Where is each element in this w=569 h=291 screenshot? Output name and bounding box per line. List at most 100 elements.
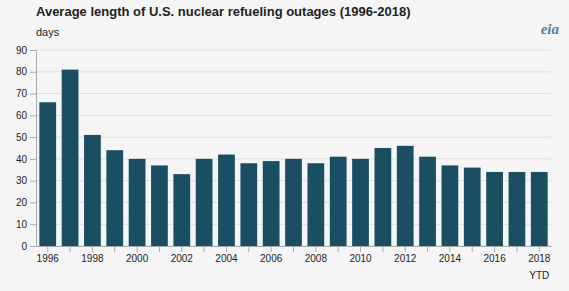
chart-svg: Average length of U.S. nuclear refueling… — [0, 0, 569, 291]
y-tick: 70 — [16, 88, 36, 99]
bar — [509, 172, 526, 246]
x-tick: 1998 — [81, 246, 104, 264]
y-tick-mark — [30, 246, 36, 247]
y-axis: 0 10 20 30 40 50 60 70 80 90 — [16, 45, 37, 252]
y-tick-mark — [30, 72, 36, 73]
x-tick — [293, 246, 294, 252]
x-tick-mark — [449, 246, 450, 252]
x-tick-mark — [315, 246, 316, 252]
y-tick-label: 90 — [16, 45, 28, 56]
x-tick — [472, 246, 473, 252]
x-tick-label: 2008 — [305, 253, 328, 264]
y-tick: 20 — [16, 197, 36, 208]
y-tick: 40 — [16, 154, 36, 165]
x-tick-mark — [472, 246, 473, 252]
x-tick-label: 1998 — [81, 253, 104, 264]
x-tick-mark — [271, 246, 272, 252]
y-tick: 90 — [16, 45, 36, 56]
x-tick-label: 2012 — [394, 253, 417, 264]
x-tick-mark — [405, 246, 406, 252]
x-tick — [70, 246, 71, 252]
y-tick-mark — [30, 181, 36, 182]
bar — [62, 70, 79, 246]
y-tick: 30 — [16, 175, 36, 186]
bar — [464, 168, 481, 246]
title: Average length of U.S. nuclear refueling… — [36, 4, 410, 19]
x-tick-label: 1996 — [37, 253, 60, 264]
y-tick: 50 — [16, 132, 36, 143]
x-tick-label: 2000 — [126, 253, 149, 264]
bar — [39, 102, 56, 246]
y-tick-label: 20 — [16, 197, 28, 208]
x-tick-mark — [226, 246, 227, 252]
grid-line — [36, 71, 551, 72]
y-tick-label: 40 — [16, 154, 28, 165]
x-tick-label: 2004 — [215, 253, 238, 264]
y-tick-label: 50 — [16, 132, 28, 143]
x-tick-label: 2010 — [349, 253, 372, 264]
x-tick-mark — [293, 246, 294, 252]
grid-line — [36, 93, 551, 94]
x-axis: 1996 1998 2000 2002 2004 2006 2008 2010 2012 2014… — [37, 246, 552, 264]
x-tick — [204, 246, 205, 252]
bars-inner — [39, 70, 547, 246]
bar — [173, 174, 190, 246]
x-tick-mark — [382, 246, 383, 252]
y-tick: 0 — [21, 241, 36, 252]
bar — [486, 172, 503, 246]
y-tick-label: 10 — [16, 219, 28, 230]
y-tick-mark — [30, 137, 36, 138]
bar — [240, 163, 257, 246]
x-tick — [338, 246, 339, 252]
bar — [129, 159, 146, 246]
bar — [106, 150, 123, 246]
x-tick: 2000 — [126, 246, 149, 264]
y-tick-mark — [30, 50, 36, 51]
y-tick: 10 — [16, 219, 36, 230]
x-tick: 2006 — [260, 246, 283, 264]
x-tick — [248, 246, 249, 252]
x-tick: 2018 — [528, 246, 551, 264]
x-tick — [516, 246, 517, 252]
logo: eia — [541, 21, 560, 37]
y-tick-label: 30 — [16, 175, 28, 186]
y-tick-mark — [30, 224, 36, 225]
grid — [36, 50, 551, 246]
x-tick-label: 2006 — [260, 253, 283, 264]
bar — [352, 159, 369, 246]
y-tick-label: 60 — [16, 110, 28, 121]
bar — [307, 163, 324, 246]
annotation: YTD — [529, 270, 549, 281]
x-tick-mark — [92, 246, 93, 252]
x-tick-mark — [427, 246, 428, 252]
grid-line — [36, 50, 551, 51]
x-tick-mark — [159, 246, 160, 252]
bar — [263, 161, 280, 246]
bars — [39, 70, 547, 246]
y-axis-line — [36, 51, 37, 247]
x-tick-mark — [114, 246, 115, 252]
x-tick-mark — [181, 246, 182, 252]
x-tick — [114, 246, 115, 252]
y-tick-mark — [30, 115, 36, 116]
x-tick-label: 2014 — [439, 253, 462, 264]
x-tick: 2010 — [349, 246, 372, 264]
bar — [374, 148, 391, 246]
y-tick-label: 0 — [21, 241, 27, 252]
y-tick-mark — [30, 159, 36, 160]
x-tick-label: 2002 — [171, 253, 194, 264]
bar — [397, 146, 414, 246]
bar — [442, 165, 459, 246]
y-tick-label: 80 — [16, 66, 28, 77]
y-tick: 60 — [16, 110, 36, 121]
y-tick: 80 — [16, 66, 36, 77]
plot-area: 0 10 20 30 40 50 60 70 80 90 1996 1998 2000 2002 2004 2… — [16, 45, 552, 281]
x-tick — [159, 246, 160, 252]
x-tick-label: 2018 — [528, 253, 551, 264]
bar — [218, 155, 235, 246]
grid-line — [36, 137, 551, 138]
x-tick — [382, 246, 383, 252]
x-tick-label: 2016 — [483, 253, 506, 264]
x-tick: 2016 — [483, 246, 506, 264]
x-tick-mark — [137, 246, 138, 252]
